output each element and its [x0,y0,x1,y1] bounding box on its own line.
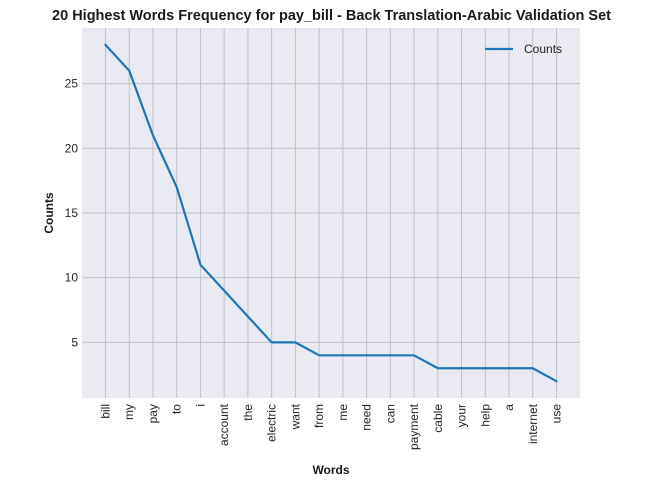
x-tick-label: payment [407,403,421,450]
y-tick-label: 25 [65,77,79,91]
x-tick-label: to [170,404,184,414]
y-tick-label: 20 [65,141,79,155]
x-axis-label: Words [312,463,349,477]
chart-title: 20 Highest Words Frequency for pay_bill … [52,8,611,24]
series-line [104,43,558,383]
x-tick-label: cable [431,404,445,433]
x-tick-label: account [217,403,231,446]
x-tick-label: can [383,404,397,423]
x-tick-label: my [122,404,136,420]
x-tick-label: help [478,404,492,427]
legend: Counts [485,42,562,56]
x-tick-label: want [288,403,302,430]
x-tick-label: me [336,404,350,421]
grid-lines [82,28,580,398]
y-tick-labels: 5 10 15 20 25 [65,77,79,350]
y-tick-label: 10 [65,271,79,285]
x-tick-label: the [241,404,255,421]
legend-label: Counts [524,42,562,56]
x-tick-label: use [550,404,564,424]
x-tick-labels: bill my pay to i account the electric want from me… [99,403,564,450]
series-layer [104,43,558,383]
x-tick-label: internet [526,403,540,444]
x-tick-label: bill [99,404,113,419]
x-tick-label: from [312,404,326,428]
x-tick-label: i [193,404,207,407]
x-tick-label: your [455,404,469,427]
x-tick-label: electric [265,404,279,442]
y-tick-label: 15 [65,206,79,220]
x-tick-label: need [360,404,374,431]
y-axis-label: Counts [42,192,56,234]
x-tick-label: a [502,404,516,411]
y-tick-label: 5 [71,335,78,349]
x-tick-label: pay [146,404,160,423]
